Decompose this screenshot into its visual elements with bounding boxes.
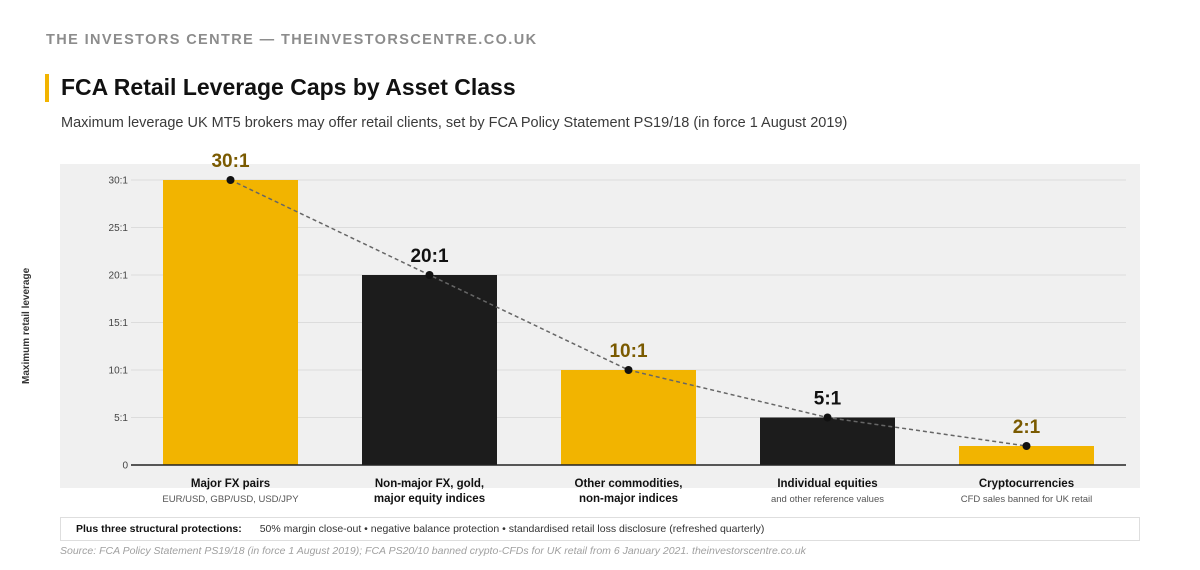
trend-point (226, 176, 235, 184)
trend-point (823, 413, 832, 422)
bar (362, 275, 497, 465)
x-category-label: Cryptocurrencies (979, 478, 1074, 490)
y-tick-label: 25:1 (109, 223, 129, 234)
bar (561, 370, 696, 465)
y-tick-label: 20:1 (109, 271, 129, 282)
source-note: Source: FCA Policy Statement PS19/18 (in… (60, 545, 806, 557)
protections-note-text: 50% margin close-out • negative balance … (259, 523, 765, 535)
trend-point (624, 366, 633, 374)
x-category-sublabel: CFD sales banned for UK retail (961, 494, 1092, 505)
x-category-sublabel: EUR/USD, GBP/USD, USD/JPY (162, 494, 299, 505)
x-category-label: Major FX pairs (191, 478, 270, 490)
trend-point (425, 271, 434, 279)
bar (959, 446, 1094, 465)
x-category-label: Non-major FX, gold, (375, 478, 484, 490)
chart-title: FCA Retail Leverage Caps by Asset Class (61, 74, 516, 100)
y-tick-label: 15:1 (109, 318, 129, 329)
y-tick-label: 30:1 (109, 176, 129, 187)
trend-point (1022, 442, 1031, 450)
x-category-label: major equity indices (374, 493, 485, 505)
protections-note: Plus three structural protections: 50% m… (60, 517, 1140, 541)
data-label: 5:1 (814, 389, 842, 410)
x-category-label: Individual equities (777, 478, 877, 490)
x-category-label: non-major indices (579, 493, 678, 505)
data-label: 30:1 (211, 151, 249, 172)
x-category-sublabel: and other reference values (771, 494, 884, 505)
bar (760, 417, 895, 465)
data-label: 10:1 (609, 341, 647, 362)
data-label: 20:1 (410, 246, 448, 267)
y-tick-label: 5:1 (114, 413, 128, 424)
chart-subtitle: Maximum leverage UK MT5 brokers may offe… (61, 115, 848, 131)
data-label: 2:1 (1013, 417, 1041, 438)
leverage-bar-chart: 0 5:1 10:1 15:1 20:1 25:1 30:1 30:1 Major FX pai… (60, 151, 1140, 505)
x-category-label: Other commodities, (575, 478, 683, 490)
title-accent-bar (45, 74, 49, 102)
bar (163, 180, 298, 465)
y-tick-label: 0 (122, 461, 128, 472)
y-tick-label: 10:1 (109, 366, 129, 377)
protections-note-label: Plus three structural protections: (76, 523, 242, 535)
brand-header: THE INVESTORS CENTRE — THEINVESTORSCENTR… (46, 32, 538, 48)
